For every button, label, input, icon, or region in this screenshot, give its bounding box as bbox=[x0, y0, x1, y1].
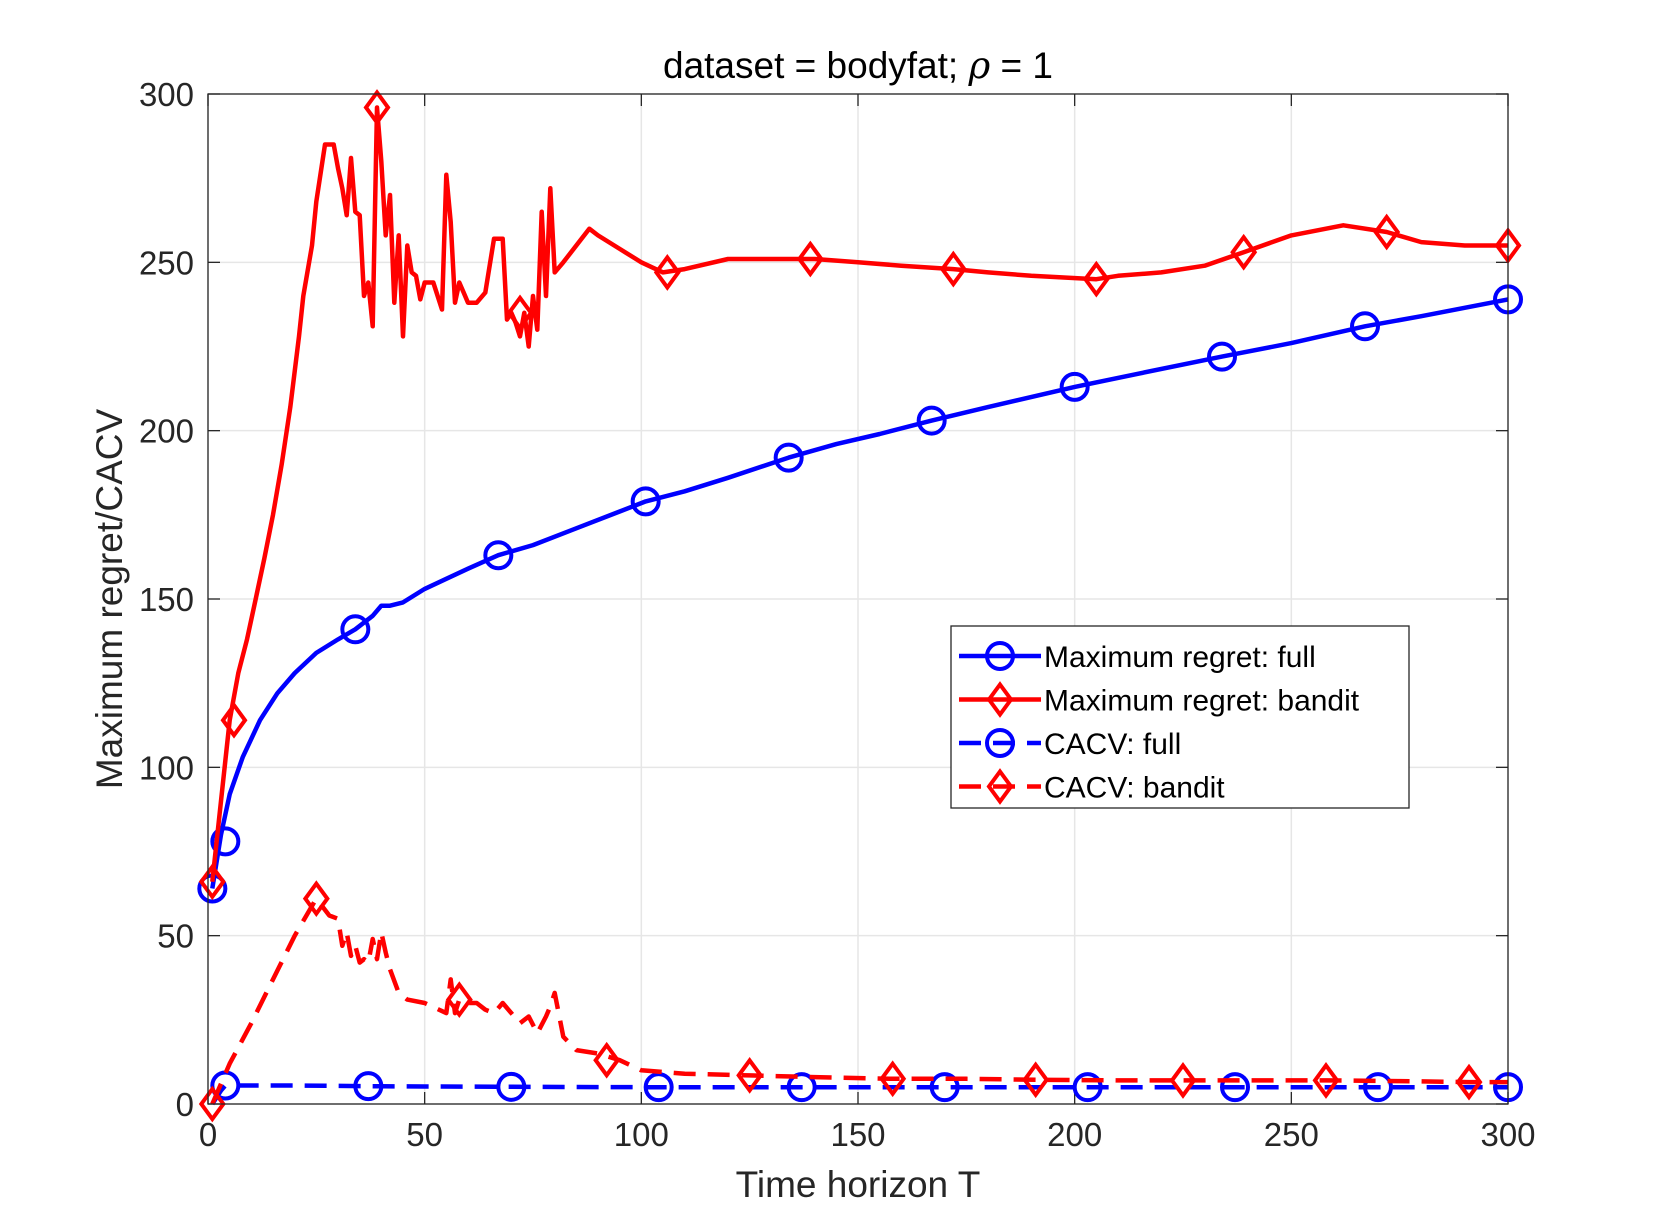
series-marker bbox=[653, 254, 681, 291]
series-marker bbox=[643, 1072, 674, 1103]
chart-title-suffix: = 1 bbox=[990, 45, 1053, 86]
legend-item: Maximum regret: full bbox=[959, 641, 1316, 674]
legend-label: Maximum regret: full bbox=[1044, 641, 1316, 674]
series-marker bbox=[1455, 1063, 1483, 1101]
legend-label: Maximum regret: bandit bbox=[1044, 685, 1360, 718]
tick-labels: 0 50 100 150 200 250 300 0 50 100 150 200 250 300 bbox=[139, 76, 1536, 1153]
plot-frame bbox=[207, 93, 1509, 1105]
y-tick-label: 50 bbox=[157, 918, 194, 955]
series-marker bbox=[1350, 311, 1380, 342]
x-tick-label: 250 bbox=[1264, 1116, 1319, 1153]
y-tick-label: 100 bbox=[139, 749, 194, 786]
series-marker bbox=[445, 981, 473, 1019]
x-tick-label: 0 bbox=[199, 1116, 217, 1153]
chart-title: dataset = bodyfat; ρ = 1 bbox=[663, 44, 1053, 87]
x-tick-label: 150 bbox=[830, 1116, 885, 1153]
series-marker bbox=[593, 1041, 621, 1079]
legend-swatch-marker bbox=[985, 641, 1015, 671]
x-axis-title: Time horizon T bbox=[736, 1164, 981, 1205]
series-marker bbox=[198, 863, 226, 901]
series-marker bbox=[786, 1072, 817, 1103]
legend-swatch-marker bbox=[986, 681, 1014, 718]
series-marker bbox=[220, 701, 248, 739]
y-tick-label: 250 bbox=[139, 244, 194, 281]
legend-label: CACV: bandit bbox=[1044, 772, 1225, 805]
y-tick-label: 200 bbox=[139, 413, 194, 450]
series-line bbox=[210, 896, 1508, 1105]
chart-title-symbol: ρ bbox=[967, 44, 990, 87]
series-marker bbox=[1312, 1062, 1340, 1099]
y-tick-label: 0 bbox=[176, 1086, 194, 1123]
legend-items: Maximum regret: full Maximum regret: band… bbox=[959, 641, 1360, 805]
legend-item: CACV: bandit bbox=[959, 768, 1225, 805]
series-marker bbox=[1220, 1072, 1250, 1103]
x-tick-label: 300 bbox=[1480, 1116, 1535, 1153]
series-marker bbox=[939, 250, 967, 288]
series-marker bbox=[210, 826, 241, 857]
legend-item: Maximum regret: bandit bbox=[959, 681, 1360, 718]
x-tick-label: 50 bbox=[406, 1116, 443, 1153]
series-marker bbox=[496, 1071, 527, 1102]
series-marker bbox=[483, 540, 514, 571]
series-marker bbox=[1022, 1061, 1050, 1099]
series-marker bbox=[353, 1071, 384, 1102]
series-marker bbox=[736, 1057, 764, 1094]
series-marker bbox=[916, 405, 947, 436]
legend-swatch-marker bbox=[985, 728, 1015, 758]
series-marker bbox=[796, 240, 824, 278]
x-tick-label: 100 bbox=[614, 1116, 669, 1153]
legend-item: CACV: full bbox=[959, 728, 1181, 761]
series-line bbox=[210, 1083, 1508, 1106]
series-marker bbox=[1059, 371, 1090, 402]
y-tick-label: 150 bbox=[139, 581, 194, 618]
series-marker bbox=[198, 1085, 226, 1123]
series-marker bbox=[340, 614, 371, 645]
series-marker bbox=[1082, 260, 1110, 298]
series-marker bbox=[363, 89, 391, 126]
series-marker bbox=[929, 1072, 960, 1103]
legend: Maximum regret: full Maximum regret: band… bbox=[950, 625, 1410, 809]
x-tick-label: 200 bbox=[1047, 1116, 1102, 1153]
series-marker bbox=[630, 486, 661, 517]
series-marker bbox=[1207, 341, 1237, 372]
series-marker bbox=[879, 1060, 907, 1098]
y-tick-label: 300 bbox=[139, 76, 194, 113]
chart-title-prefix: dataset = bodyfat; bbox=[663, 45, 968, 86]
y-axis-title: Maximum regret/CACV bbox=[89, 409, 130, 790]
series-marker bbox=[1230, 233, 1258, 271]
series-line bbox=[210, 105, 1508, 883]
series-marker bbox=[506, 294, 534, 332]
series-marker bbox=[1363, 1072, 1393, 1103]
legend-swatch-marker bbox=[986, 768, 1014, 805]
series-marker bbox=[773, 442, 804, 473]
series-layer bbox=[197, 89, 1523, 1123]
series-marker bbox=[302, 880, 330, 918]
series-marker bbox=[1072, 1072, 1103, 1103]
series-marker bbox=[1169, 1062, 1197, 1099]
series-3 bbox=[198, 880, 1508, 1123]
legend-label: CACV: full bbox=[1044, 728, 1181, 761]
series-marker bbox=[1373, 213, 1401, 251]
series-1 bbox=[198, 89, 1522, 901]
